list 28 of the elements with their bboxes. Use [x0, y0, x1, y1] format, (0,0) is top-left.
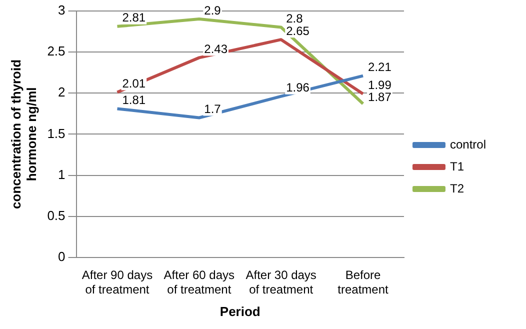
y-tick-label: 1: [58, 166, 66, 182]
x-tick-label: After 90 days of treatment: [82, 268, 153, 297]
data-label: 1.99: [368, 78, 392, 92]
y-tick-label: 2: [58, 84, 66, 100]
x-axis-title: Period: [220, 304, 260, 319]
x-tick-label: After 30 days of treatment: [246, 268, 316, 297]
x-tick-label: After 60 days of treatment: [164, 268, 235, 297]
y-tick-label: 1.5: [47, 126, 66, 141]
y-tick-label: 2.5: [47, 44, 66, 59]
x-tick-label: Before treatment: [338, 268, 390, 297]
legend-label: control: [450, 137, 486, 152]
data-label: 2.01: [122, 76, 146, 91]
data-label: 2.65: [286, 24, 310, 38]
y-tick-label: 3: [58, 2, 66, 18]
y-tick-label: 0: [58, 249, 66, 264]
legend-label: T1: [450, 159, 464, 174]
data-label: 1.87: [368, 90, 392, 104]
data-label: 2.43: [204, 42, 228, 56]
data-label: 2.21: [368, 60, 392, 74]
data-label: 2.9: [204, 3, 222, 18]
y-axis-title: concentration of thyroid hormone ng/ml: [8, 59, 39, 209]
data-label: 1.81: [122, 93, 146, 108]
data-label: 2.81: [122, 10, 146, 25]
data-label: 2.8: [286, 12, 304, 26]
legend-label: T2: [450, 181, 464, 196]
y-tick-label: 0.5: [47, 208, 66, 224]
data-label: 1.7: [204, 102, 222, 116]
data-label: 1.96: [286, 80, 310, 95]
